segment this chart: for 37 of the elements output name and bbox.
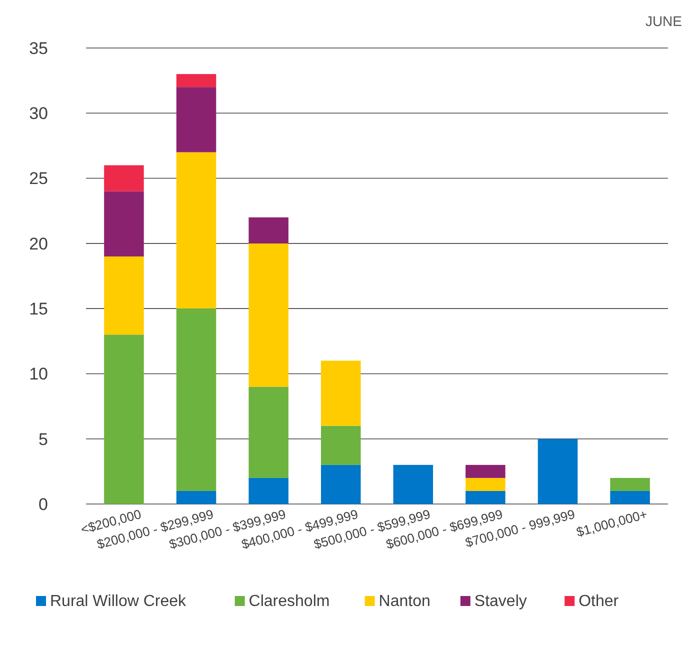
bar (320, 464, 361, 504)
bar (104, 334, 144, 504)
bar (176, 490, 216, 504)
bar (176, 87, 216, 152)
bar (393, 464, 434, 504)
bar (466, 490, 506, 504)
bar (248, 243, 288, 387)
y-tick-label: 0 (38, 494, 48, 514)
bar (104, 256, 144, 335)
y-tick-label: 5 (38, 430, 48, 449)
legend-label: Stavely (474, 593, 527, 610)
legend-label: Claresholm (248, 593, 330, 610)
legend-label: Other (578, 593, 620, 610)
legend-label: Rural Willow Creek (50, 593, 188, 610)
y-tick-label: 10 (29, 364, 48, 384)
y-tick-label: 25 (29, 169, 48, 188)
bar (466, 464, 506, 478)
y-tick-label: 30 (29, 104, 48, 124)
bar (466, 478, 506, 491)
y-tick-label: 20 (29, 234, 48, 254)
bar (248, 478, 288, 504)
bar (176, 74, 216, 88)
bar (610, 478, 650, 491)
bar (248, 386, 288, 478)
bar (176, 152, 216, 309)
bar (538, 438, 578, 504)
y-tick-label: 35 (29, 38, 48, 58)
chart-subtitle: JUNE (645, 13, 682, 29)
bar (104, 165, 144, 192)
bar (104, 191, 144, 256)
y-tick-label: 15 (29, 300, 48, 319)
bar (320, 360, 361, 426)
bar (610, 490, 650, 504)
bar (248, 217, 288, 244)
legend-label: Nanton (378, 593, 430, 610)
bar (320, 426, 361, 465)
bar (176, 308, 216, 491)
